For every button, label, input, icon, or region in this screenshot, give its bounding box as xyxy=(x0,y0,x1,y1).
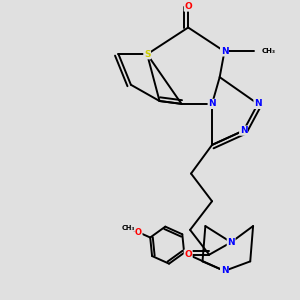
Text: O: O xyxy=(135,228,142,237)
Text: N: N xyxy=(220,47,228,56)
Text: N: N xyxy=(220,266,228,275)
Text: CH₃: CH₃ xyxy=(261,48,275,54)
Text: S: S xyxy=(144,50,150,59)
Text: N: N xyxy=(208,99,216,108)
Text: N: N xyxy=(240,126,248,135)
Text: CH₃: CH₃ xyxy=(121,224,135,230)
Text: N: N xyxy=(227,238,235,247)
Text: O: O xyxy=(184,2,192,11)
Text: N: N xyxy=(254,99,262,108)
Text: O: O xyxy=(184,250,192,259)
